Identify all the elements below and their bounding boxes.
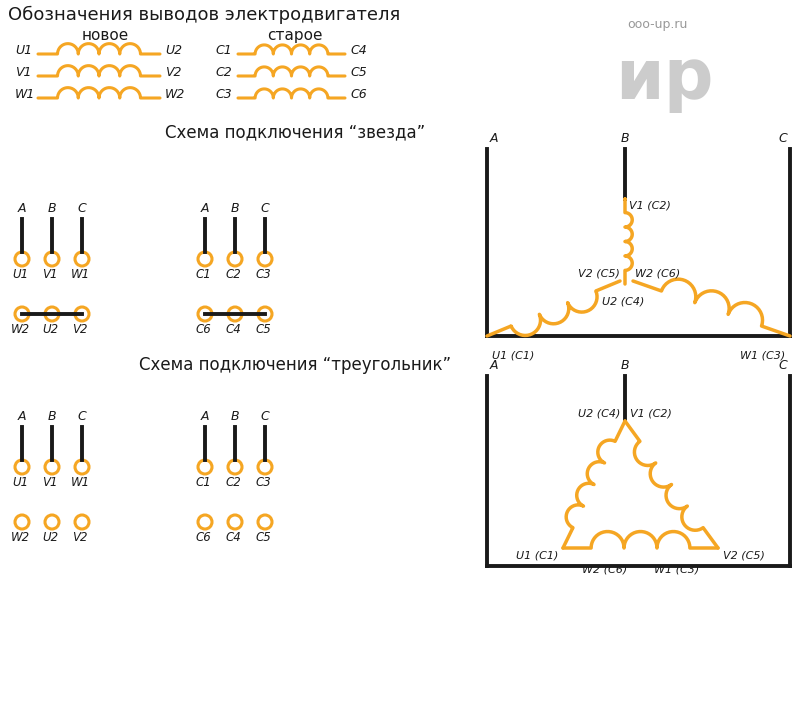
Text: V1: V1 (42, 476, 58, 489)
Text: W1: W1 (70, 476, 90, 489)
Text: C2: C2 (215, 65, 232, 79)
Text: ир: ир (615, 46, 714, 113)
Text: B: B (48, 410, 56, 423)
Text: C3: C3 (255, 476, 271, 489)
Text: ooo-up.ru: ooo-up.ru (627, 18, 687, 31)
Text: U1: U1 (15, 44, 32, 56)
Text: V2: V2 (72, 531, 88, 544)
Text: C: C (261, 202, 270, 215)
Text: U2: U2 (42, 531, 58, 544)
Text: W1: W1 (70, 268, 90, 281)
Text: C: C (778, 359, 787, 372)
Text: W1: W1 (15, 87, 35, 101)
Text: C4: C4 (350, 44, 366, 56)
Text: C5: C5 (255, 531, 271, 544)
Text: C2: C2 (225, 476, 241, 489)
Text: W2: W2 (10, 531, 30, 544)
Text: старое: старое (267, 28, 322, 43)
Text: W2 (C6): W2 (C6) (635, 268, 680, 278)
Text: W2: W2 (165, 87, 186, 101)
Text: U2: U2 (165, 44, 182, 56)
Text: C3: C3 (255, 268, 271, 281)
Text: U1: U1 (12, 476, 28, 489)
Text: Схема подключения “звезда”: Схема подключения “звезда” (165, 123, 425, 141)
Text: C: C (261, 410, 270, 423)
Text: C3: C3 (215, 87, 232, 101)
Text: C2: C2 (225, 268, 241, 281)
Text: C: C (778, 132, 787, 145)
Text: A: A (490, 359, 498, 372)
Text: U1 (C1): U1 (C1) (516, 551, 558, 561)
Text: V1: V1 (42, 268, 58, 281)
Text: V2 (C5): V2 (C5) (578, 268, 620, 278)
Text: C1: C1 (195, 476, 211, 489)
Text: A: A (18, 410, 26, 423)
Text: U1: U1 (12, 268, 28, 281)
Text: новое: новое (82, 28, 129, 43)
Text: B: B (621, 132, 630, 145)
Text: A: A (490, 132, 498, 145)
Text: C6: C6 (350, 87, 366, 101)
Text: B: B (230, 202, 239, 215)
Text: V1 (C2): V1 (C2) (629, 201, 671, 211)
Text: W1 (C3): W1 (C3) (654, 564, 698, 574)
Text: C1: C1 (195, 268, 211, 281)
Text: C6: C6 (195, 323, 211, 336)
Text: W2 (C6): W2 (C6) (582, 564, 627, 574)
Text: C: C (78, 202, 86, 215)
Text: V2: V2 (72, 323, 88, 336)
Text: A: A (201, 410, 210, 423)
Text: V1 (C2): V1 (C2) (630, 408, 672, 418)
Text: W1 (C3): W1 (C3) (740, 350, 785, 360)
Text: V2: V2 (165, 65, 182, 79)
Text: C5: C5 (350, 65, 366, 79)
Text: W2: W2 (10, 323, 30, 336)
Text: C6: C6 (195, 531, 211, 544)
Text: U2 (C4): U2 (C4) (578, 408, 620, 418)
Text: V1: V1 (15, 65, 31, 79)
Text: B: B (230, 410, 239, 423)
Text: C1: C1 (215, 44, 232, 56)
Text: B: B (621, 359, 630, 372)
Text: V2 (C5): V2 (C5) (723, 551, 765, 561)
Text: U2: U2 (42, 323, 58, 336)
Text: C4: C4 (225, 531, 241, 544)
Text: U2 (C4): U2 (C4) (602, 296, 644, 306)
Text: A: A (201, 202, 210, 215)
Text: C5: C5 (255, 323, 271, 336)
Text: U1 (C1): U1 (C1) (492, 350, 534, 360)
Text: Схема подключения “треугольник”: Схема подключения “треугольник” (139, 356, 451, 374)
Text: C: C (78, 410, 86, 423)
Text: B: B (48, 202, 56, 215)
Text: A: A (18, 202, 26, 215)
Text: Обозначения выводов электродвигателя: Обозначения выводов электродвигателя (8, 6, 400, 24)
Text: C4: C4 (225, 323, 241, 336)
